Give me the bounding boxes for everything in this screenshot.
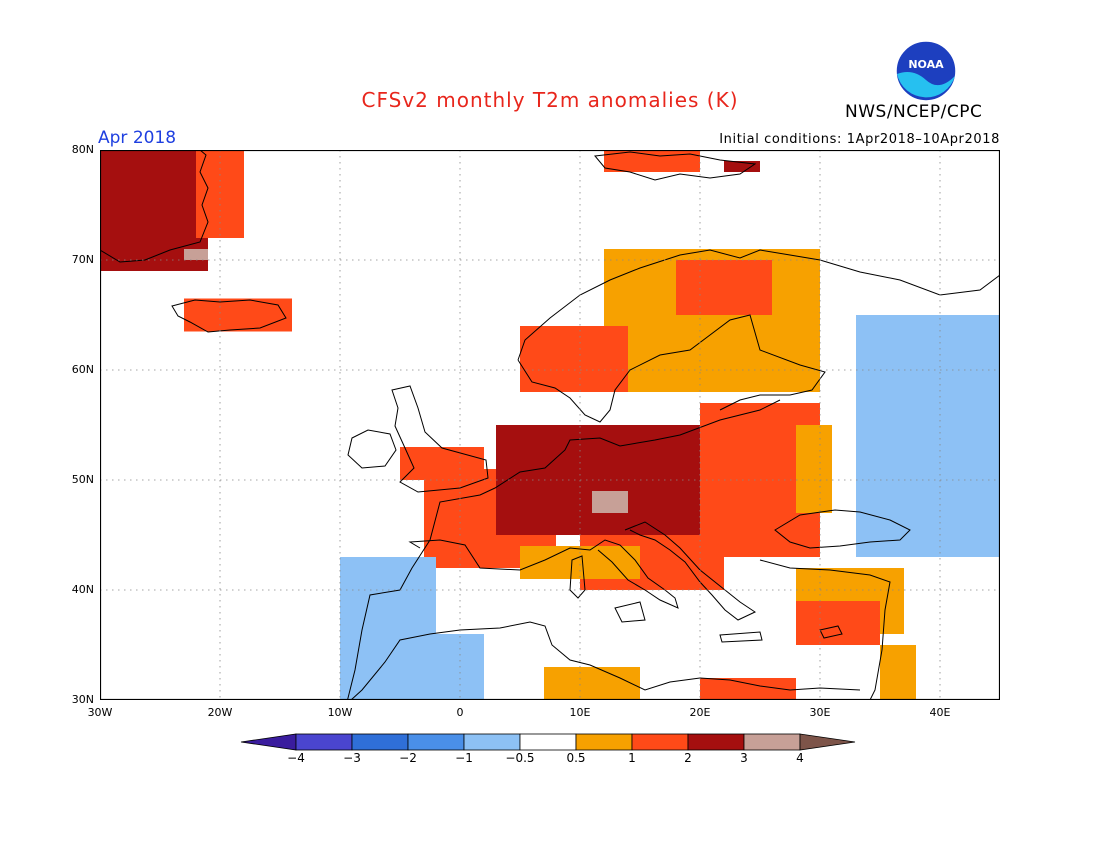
- coastline-crete: [719, 631, 763, 643]
- coastline-turkey: [759, 559, 891, 700]
- colorbar-swatch-6: [631, 733, 689, 751]
- colorbar-label: −1: [455, 751, 473, 765]
- forecast-month: Apr 2018: [98, 128, 177, 148]
- coastline-iceland: [171, 299, 287, 333]
- anomaly-region-20: [700, 678, 796, 700]
- map-title: CFSv2 monthly T2m anomalies (K): [361, 88, 739, 112]
- initial-conditions: Initial conditions: 1Apr2018–10Apr2018: [719, 132, 1000, 147]
- anomaly-region-21: [880, 645, 916, 700]
- map-frame: [100, 150, 1000, 700]
- coastline-continent: [346, 399, 781, 700]
- anomaly-region-14: [676, 260, 772, 315]
- colorbar-label: −3: [343, 751, 361, 765]
- colorbar-min-arrow: [240, 733, 297, 751]
- colorbar-label: 2: [684, 751, 692, 765]
- lat-label-60n: 60N: [71, 363, 94, 376]
- colorbar-label: −2: [399, 751, 417, 765]
- lon-label-10e: 10E: [569, 706, 591, 719]
- colorbar-swatch-8: [743, 733, 801, 751]
- anomaly-regions: [100, 150, 1000, 700]
- anomaly-region-2: [184, 249, 208, 260]
- lon-label-20e: 20E: [689, 706, 711, 719]
- anomaly-region-19: [544, 667, 640, 700]
- lon-label-0: 0: [456, 706, 464, 719]
- colorbar-swatch-1: [351, 733, 409, 751]
- colorbar-swatch-0: [295, 733, 353, 751]
- anomaly-region-15: [604, 150, 700, 172]
- colorbar-swatch-7: [687, 733, 745, 751]
- colorbar-swatch-5: [575, 733, 633, 751]
- graticule: [100, 150, 1000, 700]
- anomaly-region-22: [340, 557, 436, 634]
- colorbar-label: 1: [628, 751, 636, 765]
- lat-label-50n: 50N: [71, 473, 94, 486]
- lat-label-30n: 30N: [71, 693, 94, 706]
- agency-label: NWS/NCEP/CPC: [845, 102, 983, 122]
- lon-label-10w: 10W: [327, 706, 353, 719]
- anomaly-map: [100, 150, 1000, 700]
- anomaly-region-3: [184, 298, 292, 332]
- colorbar-label: −0.5: [505, 751, 535, 765]
- noaa-logo: NOAA: [895, 40, 957, 102]
- coastlines: [100, 150, 1000, 700]
- lon-label-20w: 20W: [207, 706, 233, 719]
- anomaly-region-11: [592, 491, 628, 513]
- colorbar-swatch-4: [519, 733, 577, 751]
- lat-label-40n: 40N: [71, 583, 94, 596]
- colorbar-label: 0.5: [566, 751, 586, 765]
- coastline-cyprus: [819, 625, 843, 639]
- colorbar-label: 3: [740, 751, 748, 765]
- colorbar-max-arrow: [799, 733, 856, 751]
- anomaly-region-16: [724, 161, 760, 172]
- coastline-black-sea: [774, 509, 911, 549]
- lat-label-80n: 80N: [71, 143, 94, 156]
- anomaly-region-13: [520, 326, 628, 392]
- colorbar-swatch-2: [407, 733, 465, 751]
- anomaly-region-18: [796, 601, 880, 645]
- coastline-svalbard: [594, 151, 757, 181]
- coastline-north-africa: [350, 621, 861, 700]
- lat-label-70n: 70N: [71, 253, 94, 266]
- colorbar-label: −4: [287, 751, 305, 765]
- colorbar-swatch-3: [463, 733, 521, 751]
- anomaly-region-8: [796, 425, 832, 513]
- coastline-ireland: [347, 429, 397, 469]
- coastline-corsica-sardinia: [569, 555, 586, 599]
- coastline-sicily: [614, 601, 646, 623]
- colorbar: [240, 733, 856, 751]
- lon-label-30e: 30E: [809, 706, 831, 719]
- anomaly-region-25: [904, 348, 1000, 524]
- lon-label-40e: 40E: [929, 706, 951, 719]
- colorbar-label: 4: [796, 751, 804, 765]
- noaa-logo-text: NOAA: [908, 58, 944, 71]
- coastline-greenland: [100, 150, 209, 263]
- lon-label-30w: 30W: [87, 706, 113, 719]
- coastline-great-britain: [391, 385, 489, 493]
